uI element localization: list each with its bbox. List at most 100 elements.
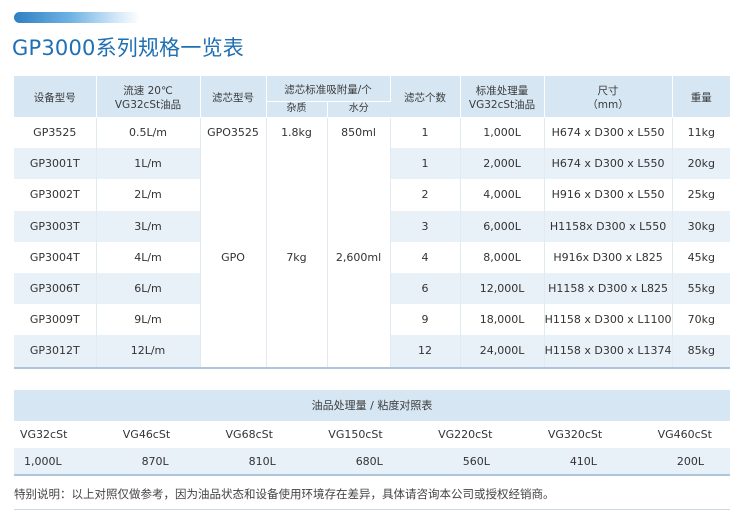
cell-throughput: 2,000L <box>460 148 545 180</box>
cell-water: 2,600ml <box>327 241 391 273</box>
cell-element <box>200 335 267 367</box>
cell-size: H674 x D300 x L550 <box>544 148 673 180</box>
footer-divider <box>14 509 730 510</box>
cell-size: H1158 x D300 x L1100 <box>544 304 673 336</box>
header-flow-line2: VG32cSt油品 <box>114 98 182 111</box>
header-capacity-dirt: 杂质 <box>266 101 328 118</box>
cell-water <box>327 335 391 367</box>
cell-count: 4 <box>390 241 461 273</box>
header-flow-line1: 流速 20℃ <box>123 84 173 97</box>
cell-weight: 70kg <box>687 313 715 327</box>
cell-model: GP3001T <box>14 148 97 180</box>
title-accent-bar <box>14 12 140 23</box>
cell-size: H916x D300 x L825 <box>544 241 673 273</box>
cell-model: GP3012T <box>14 335 97 367</box>
cell-element <box>200 179 267 211</box>
cell-water <box>327 179 391 211</box>
cell-flow: 12L/m <box>96 335 201 367</box>
cell-flow: 4L/m <box>96 241 201 273</box>
header-size-line2: （mm） <box>587 98 629 111</box>
spec-header-row: 设备型号 流速 20℃ VG32cSt油品 滤芯型号 滤芯标准吸附量/个 滤芯个… <box>14 76 731 118</box>
header-size-line1: 尺寸 <box>597 84 619 97</box>
cell-flow: 3L/m <box>96 210 201 242</box>
header-size: 尺寸 （mm） <box>544 76 673 118</box>
cell-water <box>327 304 391 336</box>
viscosity-table-title: 油品处理量 / 粘度对照表 <box>14 390 730 421</box>
viscosity-grade: VG460cSt <box>657 427 712 441</box>
cell-size: H1158 x D300 x L1374 <box>544 335 673 367</box>
viscosity-amount: 680L <box>355 454 383 468</box>
cell-dirt <box>266 148 328 180</box>
cell-dirt <box>266 272 328 305</box>
cell-count: 1 <box>390 117 461 149</box>
cell-water <box>327 210 391 242</box>
header-capacity: 滤芯标准吸附量/个 <box>266 76 391 102</box>
cell-element <box>200 148 267 180</box>
cell-flow: 0.5L/m <box>96 117 201 149</box>
cell-dirt: 7kg <box>266 241 328 273</box>
cell-water: 850ml <box>327 117 391 149</box>
header-model: 设备型号 <box>14 76 97 118</box>
spec-table-container: 设备型号 流速 20℃ VG32cSt油品 滤芯型号 滤芯标准吸附量/个 滤芯个… <box>14 76 731 369</box>
cell-flow: 2L/m <box>96 179 201 211</box>
cell-element <box>200 272 267 305</box>
viscosity-grade: VG32cSt <box>20 427 68 441</box>
cell-weight: 25kg <box>687 188 715 202</box>
cell-throughput: 1,000L <box>460 117 545 149</box>
cell-dirt <box>266 335 328 367</box>
cell-model: GP3009T <box>14 304 97 336</box>
cell-flow: 9L/m <box>96 304 201 336</box>
cell-weight: 11kg <box>687 126 715 140</box>
header-throughput-line1: 标准处理量 <box>475 84 529 97</box>
cell-model: GP3004T <box>14 241 97 273</box>
header-capacity-water: 水分 <box>327 101 391 118</box>
cell-flow: 6L/m <box>96 272 201 305</box>
cell-element <box>200 304 267 336</box>
cell-weight: 85kg <box>672 335 731 367</box>
table-row: GP3001T 1L/m 1 2,000L H674 x D300 x L550… <box>14 148 731 180</box>
cell-model: GP3525 <box>14 117 97 149</box>
viscosity-amount: 560L <box>462 454 490 468</box>
header-flow: 流速 20℃ VG32cSt油品 <box>96 76 201 118</box>
cell-model: GP3002T <box>14 179 97 211</box>
cell-water <box>327 148 391 180</box>
viscosity-amount-row: 1,000L 870L 810L 680L 560L 410L 200L <box>14 448 730 474</box>
cell-count: 9 <box>390 304 461 336</box>
cell-dirt: 1.8kg <box>266 117 328 149</box>
cell-weight: 30kg <box>672 210 731 242</box>
table-row: GP3006T 6L/m 6 12,000L H1158 x D300 x L8… <box>14 272 731 305</box>
cell-model: GP3003T <box>14 210 97 242</box>
spec-table-bottom-rule <box>14 366 730 369</box>
viscosity-amount: 410L <box>569 454 597 468</box>
cell-dirt <box>266 304 328 336</box>
table-row: GP3009T 9L/m 9 18,000L H1158 x D300 x L1… <box>14 304 730 336</box>
viscosity-grade-row: VG32cSt VG46cSt VG68cSt VG150cSt VG220cS… <box>14 421 730 447</box>
cell-count: 2 <box>390 179 461 211</box>
cell-water <box>327 272 391 305</box>
cell-throughput: 12,000L <box>460 272 545 305</box>
cell-size: H674 x D300 x L550 <box>544 117 673 149</box>
table-row: GP3004T 4L/m GPO 7kg 2,600ml 4 8,000L H9… <box>14 241 730 273</box>
cell-size: H1158 x D300 x L825 <box>544 272 673 305</box>
header-throughput-line2: VG32cSt油品 <box>468 98 536 111</box>
viscosity-amount: 200L <box>676 454 704 468</box>
cell-throughput: 18,000L <box>460 304 545 336</box>
cell-element <box>200 210 267 242</box>
viscosity-grade: VG46cSt <box>122 427 171 441</box>
header-element-count: 滤芯个数 <box>390 76 461 118</box>
viscosity-table-bottom-rule <box>14 474 730 476</box>
page-title: GP3000系列规格一览表 <box>12 36 244 60</box>
spec-table: 设备型号 流速 20℃ VG32cSt油品 滤芯型号 滤芯标准吸附量/个 滤芯个… <box>14 76 731 367</box>
cell-count: 3 <box>390 210 461 242</box>
table-row: GP3012T 12L/m 12 24,000L H1158 x D300 x … <box>14 335 731 367</box>
viscosity-amount: 1,000L <box>24 454 62 468</box>
cell-throughput: 24,000L <box>460 335 545 367</box>
viscosity-grade: VG220cSt <box>438 427 493 441</box>
cell-element: GPO3525 <box>200 117 267 149</box>
cell-dirt <box>266 179 328 211</box>
viscosity-amount: 870L <box>141 454 169 468</box>
spec-subheader-row: 杂质 水分 <box>14 101 730 118</box>
cell-weight: 55kg <box>672 272 731 305</box>
table-row: GP3003T 3L/m 3 6,000L H1158x D300 x L550… <box>14 210 731 242</box>
cell-size: H1158x D300 x L550 <box>544 210 673 242</box>
